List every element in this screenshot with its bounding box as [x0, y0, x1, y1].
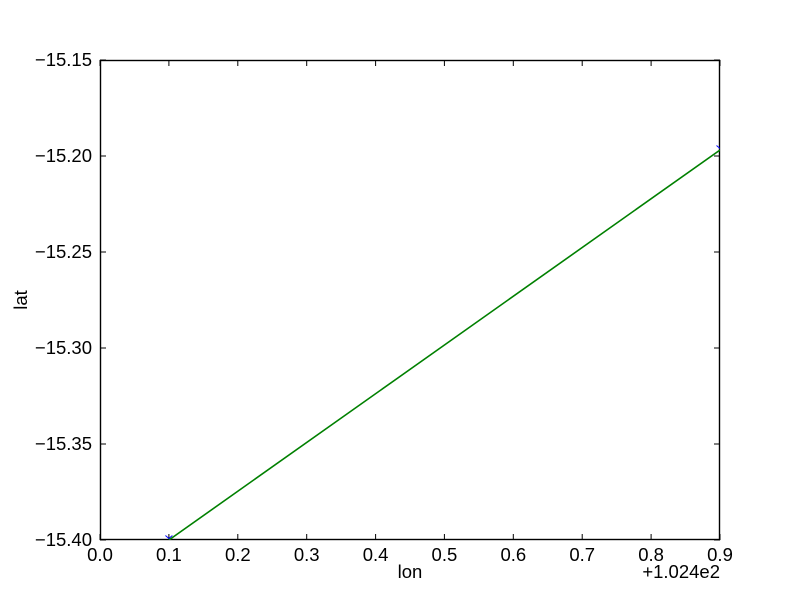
- svg-text:0.2: 0.2: [225, 544, 251, 565]
- svg-text:0.5: 0.5: [432, 544, 458, 565]
- svg-text:−15.30: −15.30: [35, 337, 92, 358]
- svg-text:lon: lon: [398, 561, 423, 582]
- svg-text:−15.40: −15.40: [35, 529, 92, 550]
- svg-text:0.6: 0.6: [500, 544, 526, 565]
- svg-text:−15.25: −15.25: [35, 241, 92, 262]
- svg-text:0.7: 0.7: [569, 544, 595, 565]
- svg-text:0.1: 0.1: [156, 544, 182, 565]
- svg-text:−15.15: −15.15: [35, 49, 92, 70]
- svg-text:−15.20: −15.20: [35, 145, 92, 166]
- svg-text:0.4: 0.4: [363, 544, 389, 565]
- svg-text:+1.024e2: +1.024e2: [642, 561, 720, 582]
- svg-text:lat: lat: [10, 290, 31, 310]
- svg-text:0.3: 0.3: [294, 544, 320, 565]
- svg-text:−15.35: −15.35: [35, 433, 92, 454]
